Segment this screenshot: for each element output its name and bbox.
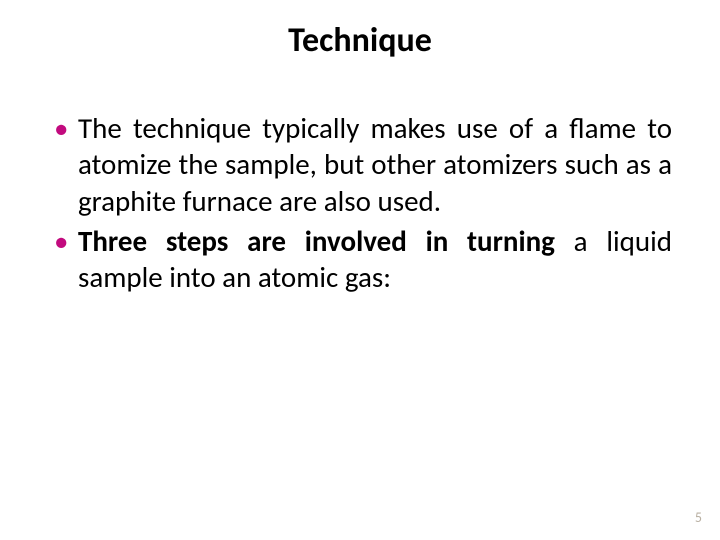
bullet-list: The technique typically makes use of a f… — [48, 110, 672, 295]
bullet-text: The technique typically makes use of a f… — [78, 110, 672, 219]
bullet-item: The technique typically makes use of a f… — [48, 110, 672, 219]
page-number: 5 — [695, 509, 702, 526]
bullet-bold-lead: Three steps are involved — [78, 223, 426, 259]
slide: Technique The technique typically makes … — [0, 0, 720, 540]
bullet-bold-tail: in turning — [426, 223, 555, 259]
bullet-item: Three steps are involved in turning a li… — [48, 223, 672, 296]
slide-title: Technique — [0, 20, 720, 61]
slide-body: The technique typically makes use of a f… — [48, 110, 672, 299]
